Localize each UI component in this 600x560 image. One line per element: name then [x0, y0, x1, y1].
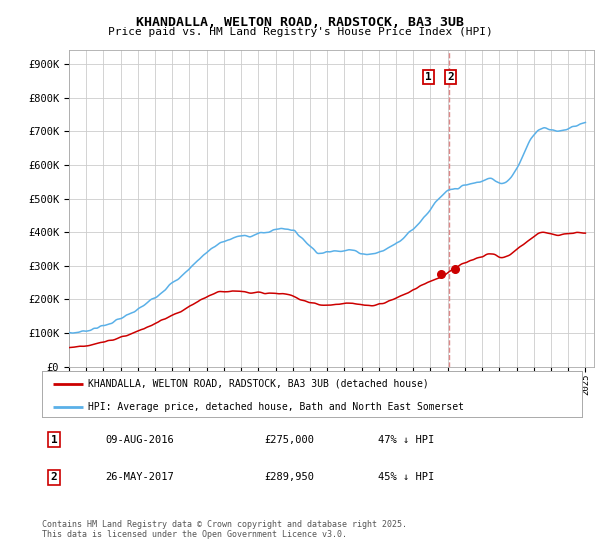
Text: Price paid vs. HM Land Registry's House Price Index (HPI): Price paid vs. HM Land Registry's House … [107, 27, 493, 38]
Text: 26-MAY-2017: 26-MAY-2017 [105, 472, 174, 482]
Text: KHANDALLA, WELTON ROAD, RADSTOCK, BA3 3UB (detached house): KHANDALLA, WELTON ROAD, RADSTOCK, BA3 3U… [88, 379, 428, 389]
Text: Contains HM Land Registry data © Crown copyright and database right 2025.
This d: Contains HM Land Registry data © Crown c… [42, 520, 407, 539]
Text: 47% ↓ HPI: 47% ↓ HPI [378, 435, 434, 445]
Text: KHANDALLA, WELTON ROAD, RADSTOCK, BA3 3UB: KHANDALLA, WELTON ROAD, RADSTOCK, BA3 3U… [136, 16, 464, 29]
Text: 1: 1 [425, 72, 432, 82]
Text: HPI: Average price, detached house, Bath and North East Somerset: HPI: Average price, detached house, Bath… [88, 402, 464, 412]
Text: £275,000: £275,000 [264, 435, 314, 445]
Text: 45% ↓ HPI: 45% ↓ HPI [378, 472, 434, 482]
Text: 09-AUG-2016: 09-AUG-2016 [105, 435, 174, 445]
Text: 2: 2 [50, 472, 58, 482]
Text: 1: 1 [50, 435, 58, 445]
Text: 2: 2 [447, 72, 454, 82]
Text: £289,950: £289,950 [264, 472, 314, 482]
